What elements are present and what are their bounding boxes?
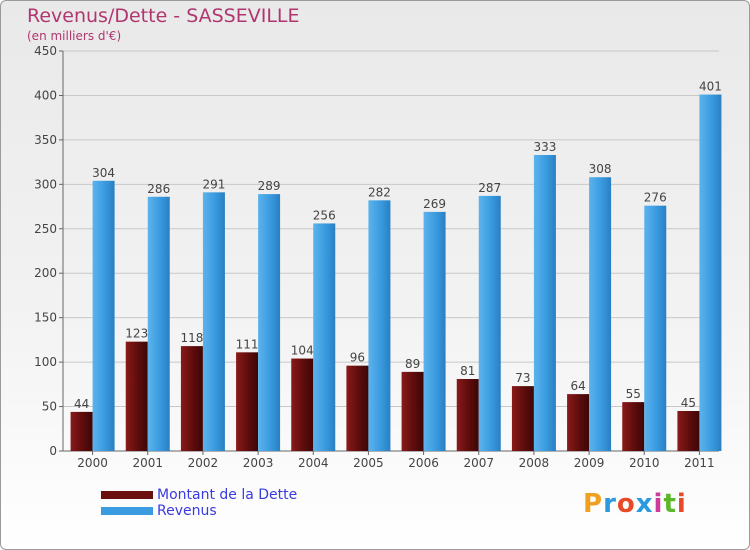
bar-revenue	[202, 192, 225, 452]
x-tick-label: 2011	[684, 456, 715, 470]
data-label-revenue: 333	[533, 140, 556, 154]
data-label-revenue: 308	[589, 162, 612, 176]
bar-revenue	[92, 180, 115, 451]
legend-swatch-debt	[101, 491, 153, 499]
x-tick-label: 2009	[574, 456, 605, 470]
bar-debt	[567, 394, 590, 451]
x-tick-label: 2005	[353, 456, 384, 470]
y-tick-label: 400	[34, 88, 57, 102]
data-label-debt: 89	[405, 357, 420, 371]
proxiti-logo: Proxiti	[583, 489, 687, 519]
data-label-debt: 123	[125, 327, 148, 341]
x-tick-label: 2010	[629, 456, 660, 470]
data-label-revenue: 289	[258, 179, 281, 193]
bar-revenue	[589, 177, 612, 451]
x-tick-label: 2007	[463, 456, 494, 470]
legend: Montant de la Dette Revenus	[101, 487, 297, 519]
bar-debt	[236, 352, 259, 451]
data-label-revenue: 287	[478, 181, 501, 195]
data-label-revenue: 304	[92, 166, 115, 180]
bar-revenue	[313, 223, 336, 451]
bar-debt	[511, 386, 534, 451]
data-label-debt: 44	[74, 397, 89, 411]
data-label-revenue: 276	[644, 191, 667, 205]
y-tick-label: 100	[34, 355, 57, 369]
x-tick-label: 2002	[188, 456, 219, 470]
legend-item-debt: Montant de la Dette	[101, 487, 297, 503]
data-label-debt: 45	[681, 396, 696, 410]
data-label-debt: 104	[291, 344, 314, 358]
bar-revenue	[478, 195, 501, 451]
data-label-revenue: 256	[313, 208, 336, 222]
data-label-revenue: 291	[202, 177, 225, 191]
bar-revenue	[699, 94, 722, 452]
legend-label-revenue: Revenus	[157, 503, 217, 519]
bar-debt	[125, 341, 148, 451]
bar-debt	[70, 411, 93, 451]
chart-subtitle: (en milliers d'€)	[27, 29, 122, 43]
bar-debt	[180, 346, 203, 451]
bar-debt	[346, 365, 369, 451]
data-label-debt: 111	[236, 337, 259, 351]
bar-debt	[677, 411, 700, 451]
x-tick-label: 2003	[243, 456, 274, 470]
y-tick-label: 250	[34, 222, 57, 236]
x-tick-label: 2008	[519, 456, 550, 470]
data-label-debt: 118	[180, 331, 203, 345]
data-label-debt: 64	[570, 379, 585, 393]
data-label-revenue: 269	[423, 197, 446, 211]
data-label-debt: 81	[460, 364, 475, 378]
data-label-revenue: 286	[147, 182, 170, 196]
bar-debt	[291, 358, 314, 451]
y-tick-label: 300	[34, 177, 57, 191]
chart-title: Revenus/Dette - SASSEVILLE	[27, 5, 300, 27]
y-tick-label: 450	[34, 44, 57, 58]
y-tick-label: 150	[34, 311, 57, 325]
bar-debt	[401, 371, 424, 451]
data-label-revenue: 282	[368, 185, 391, 199]
legend-item-revenue: Revenus	[101, 503, 297, 519]
y-tick-label: 350	[34, 133, 57, 147]
y-tick-label: 200	[34, 266, 57, 280]
x-tick-label: 2001	[132, 456, 163, 470]
x-tick-label: 2006	[408, 456, 439, 470]
y-tick-label: 50	[42, 400, 57, 414]
x-tick-label: 2004	[298, 456, 329, 470]
bar-revenue	[423, 211, 446, 451]
bar-debt	[456, 379, 479, 451]
data-label-debt: 55	[626, 387, 641, 401]
x-tick-label: 2000	[77, 456, 108, 470]
data-label-debt: 96	[350, 351, 365, 365]
y-tick-label: 0	[49, 444, 57, 458]
bar-revenue	[258, 194, 281, 451]
bar-revenue	[533, 155, 556, 451]
bar-revenue	[147, 196, 170, 451]
legend-label-debt: Montant de la Dette	[157, 487, 298, 503]
data-label-debt: 73	[515, 371, 530, 385]
bar-revenue	[368, 200, 391, 451]
data-label-revenue: 401	[699, 80, 722, 94]
legend-swatch-revenue	[101, 507, 153, 515]
bar-revenue	[644, 205, 667, 451]
bar-debt	[622, 402, 645, 451]
